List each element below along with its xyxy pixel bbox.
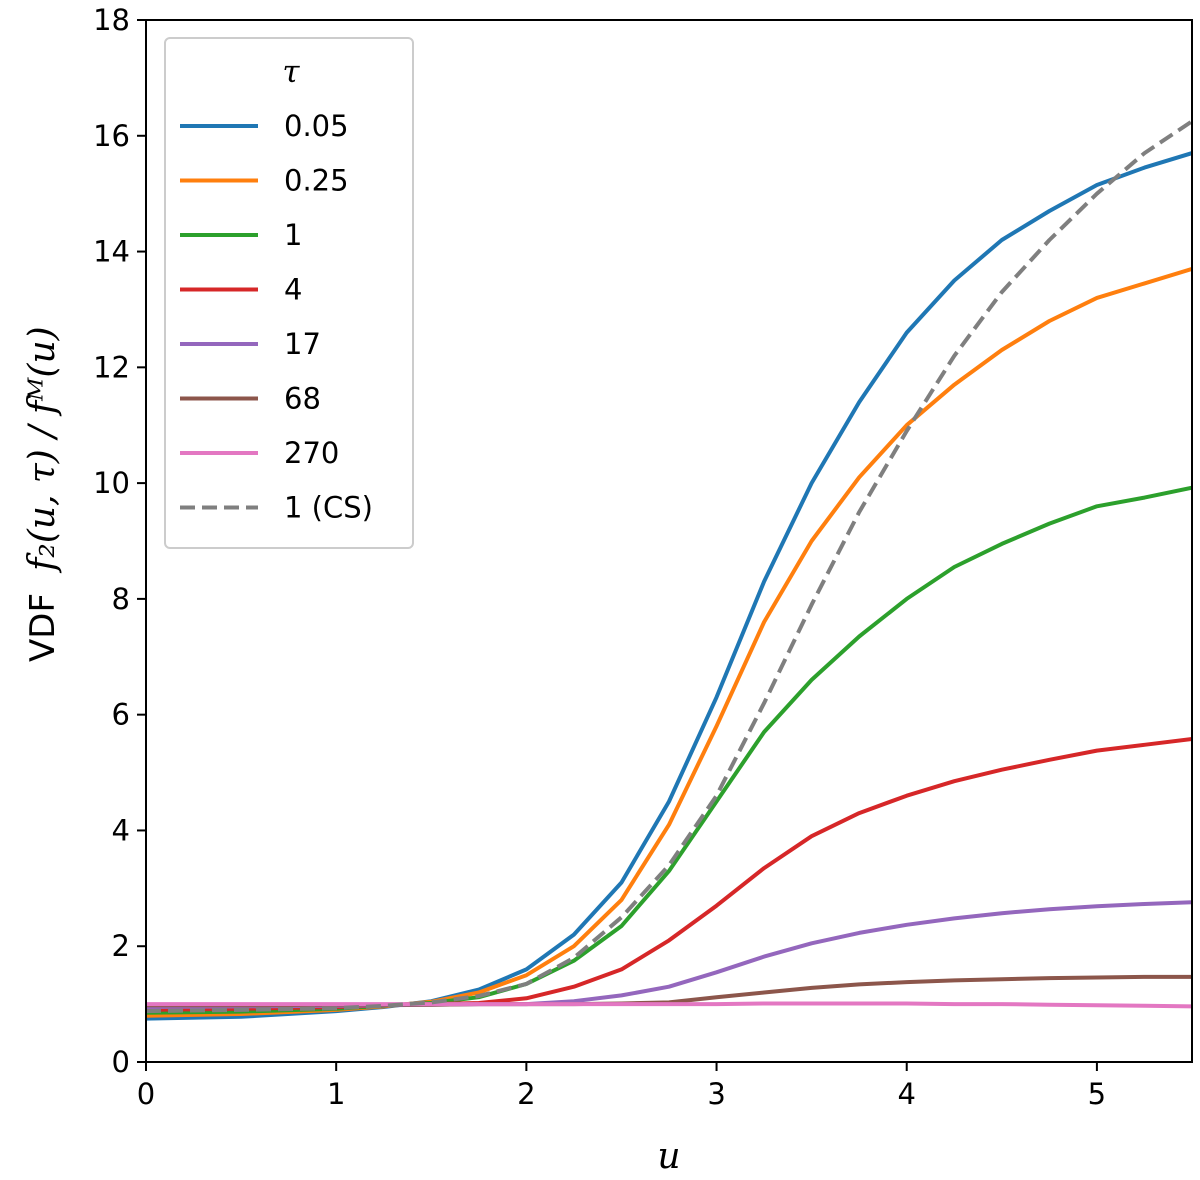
legend-items: 0.05 0.25 1 4 17 68 270 1 (CS) [180,109,373,525]
legend-label: 0.05 [284,109,349,143]
y-tick-label: 18 [93,3,130,37]
legend-box [164,37,414,549]
y-axis-ticks: 0 2 4 6 8 10 12 14 16 18 [93,3,146,1079]
plot-frame [145,19,1193,1063]
series-line-8 [146,119,1192,1014]
x-axis-label: u [657,1136,680,1177]
series-line-5 [146,900,1192,1009]
legend-label: 270 [284,436,339,470]
legend-title: τ [282,54,300,90]
x-tick-label: 1 [327,1077,345,1111]
legend-label: 0.25 [284,164,349,198]
legend-label: 4 [284,273,302,307]
legend-label: 17 [284,327,321,361]
legend-label: 1 (CS) [284,491,373,525]
y-tick-label: 12 [93,350,130,384]
legend-label: 1 [284,218,302,252]
y-axis-label: VDF f₂(u, τ) / fᴹ(u) [22,326,63,662]
x-tick-label: 2 [517,1077,535,1111]
x-tick-label: 3 [707,1077,725,1111]
legend-label: 68 [284,382,321,416]
series-line-3 [146,485,1192,1015]
y-tick-label: 4 [112,813,130,847]
y-tick-label: 14 [93,235,130,269]
x-tick-label: 0 [137,1077,155,1111]
x-tick-label: 4 [898,1077,916,1111]
series-line-6 [146,974,1192,1008]
series-line-4 [146,737,1192,1012]
y-tick-label: 2 [112,929,130,963]
x-tick-label: 5 [1088,1077,1106,1111]
series-line-7 [146,1001,1192,1009]
y-axis-label-prefix: VDF [23,593,63,662]
y-tick-label: 16 [93,119,130,153]
y-tick-label: 6 [112,698,130,732]
x-axis-ticks: 0 1 2 3 4 5 [137,1062,1106,1111]
y-axis-label-math: f₂(u, τ) / fᴹ(u) [22,326,63,574]
y-tick-label: 8 [112,582,130,616]
y-tick-label: 0 [112,1045,130,1079]
legend: τ 0.05 0.25 1 4 17 68 270 1 (CS) [164,37,414,549]
plot-lines [146,119,1192,1021]
y-tick-label: 10 [93,466,130,500]
